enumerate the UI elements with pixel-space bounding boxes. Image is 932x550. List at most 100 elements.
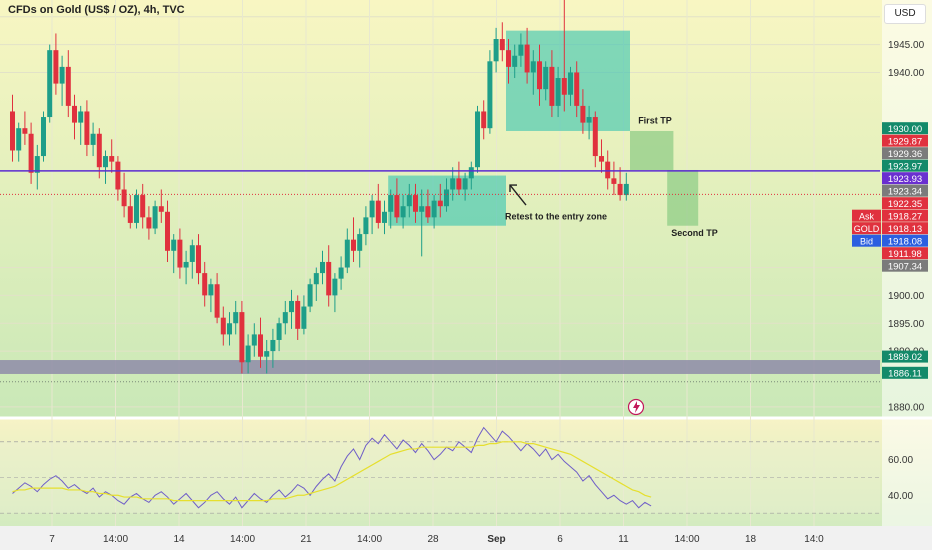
candle-body bbox=[227, 323, 232, 335]
time-tick-label: 14:00 bbox=[230, 534, 255, 545]
candle-body bbox=[239, 312, 245, 363]
candle-body bbox=[276, 323, 282, 340]
candle-body bbox=[165, 211, 170, 251]
candle-body bbox=[512, 55, 518, 67]
candle-body bbox=[605, 161, 611, 179]
candle-body bbox=[580, 105, 586, 123]
candle-body bbox=[574, 72, 580, 106]
price-label-box bbox=[882, 159, 928, 172]
candle-body bbox=[289, 300, 294, 313]
price-label-box bbox=[882, 222, 928, 235]
price-label-box bbox=[882, 234, 928, 247]
candle-body bbox=[251, 334, 257, 346]
candle-body bbox=[351, 239, 356, 251]
candle-body bbox=[363, 217, 369, 235]
candle-body bbox=[177, 239, 183, 268]
candle-body bbox=[295, 300, 301, 329]
price-label-text: 1886.11 bbox=[888, 368, 922, 379]
candle-body bbox=[65, 66, 71, 106]
candle-body bbox=[220, 317, 226, 335]
price-tick-label: 1940.00 bbox=[888, 68, 925, 79]
candle-body bbox=[549, 66, 555, 106]
candle-body bbox=[320, 261, 325, 274]
price-tag-box bbox=[852, 222, 881, 235]
candle-body bbox=[146, 217, 152, 229]
candle-body bbox=[28, 133, 34, 173]
candle-body bbox=[258, 334, 263, 357]
candle-body bbox=[499, 39, 505, 51]
candle-body bbox=[171, 239, 177, 251]
time-tick-label: 7 bbox=[49, 534, 55, 545]
candle-body bbox=[450, 178, 456, 190]
candle-body bbox=[134, 195, 139, 223]
candle-body bbox=[437, 200, 443, 207]
time-axis-background bbox=[0, 526, 932, 550]
price-label-box bbox=[882, 197, 928, 210]
retest-arrow-shaft bbox=[509, 184, 527, 206]
price-label-text: 1907.34 bbox=[888, 261, 922, 272]
price-tag-text: Ask bbox=[859, 211, 875, 221]
candle-body bbox=[245, 345, 251, 363]
rsi-band-fill bbox=[0, 441, 880, 514]
candle-body bbox=[400, 206, 406, 218]
time-tick-label: 14:00 bbox=[674, 534, 699, 545]
price-label-text: 1929.36 bbox=[888, 149, 922, 160]
price-tag-box bbox=[852, 234, 881, 247]
rsi-line bbox=[12, 426, 652, 509]
price-label-box bbox=[882, 247, 928, 260]
candle-body bbox=[41, 117, 46, 157]
candle-body bbox=[518, 44, 524, 56]
candle-body bbox=[16, 128, 22, 151]
candle-body bbox=[47, 50, 53, 118]
candle-body bbox=[10, 111, 15, 151]
candle-body bbox=[96, 133, 102, 168]
time-tick-label: 14 bbox=[173, 534, 185, 545]
rsi-tick-label: 40.00 bbox=[888, 491, 913, 502]
candle-body bbox=[34, 156, 40, 173]
candle-body bbox=[586, 117, 592, 123]
first-tp-label: First TP bbox=[638, 116, 672, 126]
price-label-box bbox=[882, 134, 928, 147]
price-label-box bbox=[882, 209, 928, 222]
candle-body bbox=[382, 211, 387, 223]
price-label-text: 1918.08 bbox=[888, 236, 922, 247]
candle-body bbox=[568, 72, 573, 95]
currency-button[interactable]: USD bbox=[884, 4, 926, 24]
price-tag-box bbox=[852, 209, 881, 222]
candle-body bbox=[22, 128, 28, 134]
first-tp-box bbox=[630, 130, 674, 170]
lightning-bolt-icon bbox=[633, 401, 640, 413]
candle-body bbox=[109, 156, 115, 162]
rsi-pane-background bbox=[0, 418, 932, 526]
candle-body bbox=[59, 66, 65, 84]
candle-body bbox=[543, 66, 549, 90]
price-label-box bbox=[882, 259, 928, 272]
time-tick-label: 18 bbox=[745, 534, 757, 545]
candle-body bbox=[530, 61, 536, 73]
price-label-box bbox=[882, 350, 928, 363]
candle-body bbox=[196, 245, 201, 274]
time-tick-label: 14:0 bbox=[804, 534, 824, 545]
price-label-box bbox=[882, 172, 928, 185]
time-tick-label: 14:00 bbox=[357, 534, 382, 545]
candle-body bbox=[444, 189, 449, 207]
candle-body bbox=[90, 133, 96, 145]
candle-body bbox=[338, 267, 344, 279]
price-label-text: 1889.02 bbox=[888, 352, 922, 363]
candle-body bbox=[103, 156, 108, 168]
time-tick-label: 6 bbox=[557, 534, 563, 545]
candle-body bbox=[233, 312, 239, 324]
candle-body bbox=[493, 39, 499, 62]
retest-label: Retest to the entry zone bbox=[505, 212, 607, 222]
candle-body bbox=[555, 78, 561, 106]
price-tick-label: 1895.00 bbox=[888, 319, 925, 330]
candle-body bbox=[301, 306, 307, 329]
price-label-text: 1918.13 bbox=[888, 224, 922, 235]
candle-body bbox=[419, 206, 425, 212]
candle-body bbox=[524, 44, 530, 73]
candle-body bbox=[53, 50, 59, 84]
candle-body bbox=[468, 167, 474, 179]
candle-body bbox=[431, 200, 437, 218]
